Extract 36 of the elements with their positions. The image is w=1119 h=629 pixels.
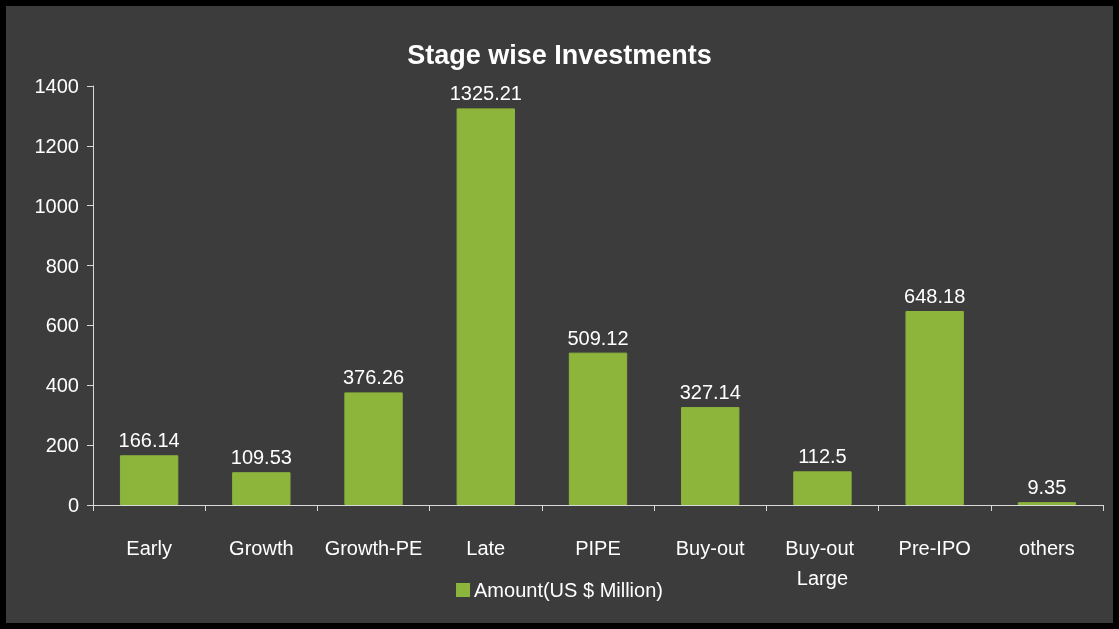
y-tick-label: 600: [45, 314, 79, 337]
y-tick-label: 800: [45, 254, 79, 277]
data-label: 9.35: [1027, 476, 1067, 499]
bar: [119, 455, 179, 505]
x-tick-label: Buy-out Large: [785, 537, 860, 589]
y-tick-label: 0: [67, 494, 79, 516]
x-tick-label: Late: [466, 537, 506, 559]
bar: [568, 352, 628, 505]
bar: [456, 108, 515, 505]
legend-label: Amount(US $ Million): [474, 579, 663, 601]
x-tick-label: others: [1019, 537, 1075, 559]
data-label: 376.26: [342, 366, 405, 389]
bar: [905, 311, 964, 505]
data-label: 1325.21: [449, 82, 522, 105]
x-tick-label: Growth: [229, 537, 294, 559]
bar: [232, 472, 291, 505]
data-label: 109.53: [230, 446, 292, 469]
data-label: 648.18: [904, 285, 966, 308]
data-label: 509.12: [567, 326, 629, 349]
bar: [344, 392, 403, 505]
bar: [681, 407, 740, 505]
x-tick-label: Early: [126, 537, 172, 559]
y-tick-label: 200: [45, 434, 79, 457]
y-tick-label: 1400: [34, 75, 79, 97]
y-tick-label: 400: [45, 374, 79, 397]
data-label: 327.14: [679, 381, 741, 404]
data-label: 166.14: [118, 429, 180, 452]
y-tick-label: 1200: [34, 134, 79, 157]
chart-title: Stage wise Investments: [407, 39, 712, 70]
x-tick-label: Growth-PE: [324, 537, 423, 559]
x-tick-label: Pre-IPO: [898, 537, 971, 559]
y-tick-label: 1000: [34, 194, 79, 217]
x-tick-label: PIPE: [575, 537, 621, 559]
x-tick-label: Buy-out: [675, 537, 746, 559]
bar: [793, 471, 852, 505]
data-label: 112.5: [798, 445, 847, 468]
